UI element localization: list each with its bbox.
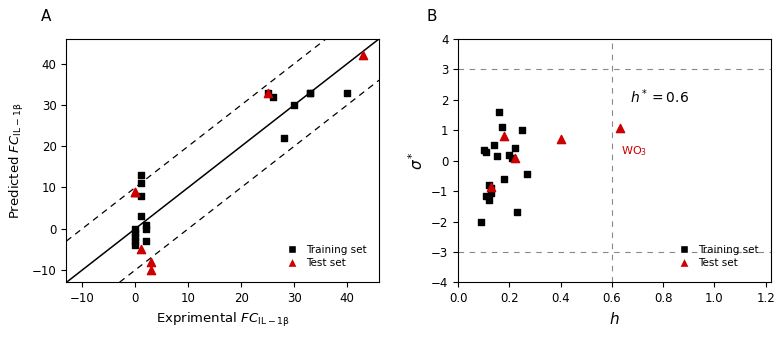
Point [477, 147, 490, 153]
Point [503, 152, 516, 157]
Point [140, 238, 152, 244]
Point [516, 127, 528, 133]
Point [145, 267, 158, 273]
Point [304, 90, 317, 95]
Point [495, 124, 508, 130]
Point [140, 222, 152, 227]
X-axis label: $\it{h}$: $\it{h}$ [609, 311, 620, 327]
Point [262, 90, 274, 95]
Point [145, 259, 158, 265]
Point [134, 173, 147, 178]
Point [129, 189, 142, 194]
Point [475, 219, 488, 224]
Point [134, 193, 147, 198]
Point [521, 172, 534, 177]
Point [480, 193, 492, 198]
Y-axis label: $\it{\sigma}$$^*$: $\it{\sigma}$$^*$ [407, 151, 426, 170]
Point [288, 102, 300, 108]
Point [129, 243, 142, 248]
Point [554, 136, 567, 142]
Point [508, 155, 521, 160]
Point [613, 125, 626, 131]
Point [483, 182, 495, 188]
Point [488, 143, 500, 148]
X-axis label: Exprimental $\it{FC}$$_{\mathrm{IL-1\beta}}$: Exprimental $\it{FC}$$_{\mathrm{IL-1\bet… [156, 311, 289, 329]
Point [304, 90, 317, 95]
Point [485, 190, 498, 195]
Point [485, 185, 498, 191]
Text: $\mathrm{WO_3}$: $\mathrm{WO_3}$ [621, 144, 647, 158]
Legend: Training set, Test set: Training set, Test set [278, 241, 371, 272]
Point [498, 133, 510, 139]
Point [129, 226, 142, 232]
Text: B: B [427, 9, 437, 24]
Point [493, 109, 506, 115]
Point [134, 214, 147, 219]
Point [278, 135, 290, 141]
Point [490, 153, 503, 159]
Point [357, 53, 369, 58]
Y-axis label: Predicted $\it{FC}$$_{\mathrm{IL-1\beta}}$: Predicted $\it{FC}$$_{\mathrm{IL-1\beta}… [9, 102, 27, 219]
Point [129, 189, 142, 194]
Point [134, 181, 147, 186]
Point [129, 234, 142, 240]
Point [129, 238, 142, 244]
Point [511, 210, 524, 215]
Point [129, 230, 142, 236]
Point [480, 149, 492, 154]
Point [140, 226, 152, 232]
Point [262, 90, 274, 95]
Point [508, 146, 521, 151]
Point [498, 176, 510, 182]
Point [267, 94, 279, 99]
Point [485, 184, 498, 189]
Point [134, 247, 147, 252]
Legend: Training set, Test set: Training set, Test set [670, 241, 763, 272]
Text: A: A [42, 9, 52, 24]
Point [483, 197, 495, 203]
Point [341, 90, 354, 95]
Point [506, 155, 518, 160]
Text: $\it{h}^* = 0.6$: $\it{h}^* = 0.6$ [630, 88, 689, 106]
